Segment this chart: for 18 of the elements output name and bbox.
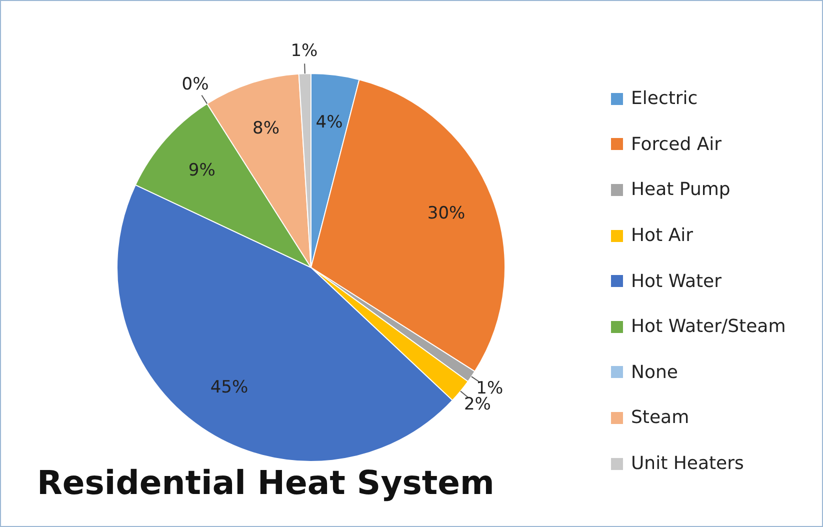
legend-label: Steam [631, 407, 690, 428]
legend-label: Unit Heaters [631, 453, 744, 474]
legend-label: Hot Water [631, 270, 722, 292]
legend-label: Heat Pump [631, 179, 730, 200]
data-label: 4% [316, 112, 343, 133]
data-label: 45% [210, 377, 248, 398]
legend-label: Forced Air [631, 134, 722, 155]
data-label: 2% [464, 394, 491, 415]
data-label: 9% [188, 160, 216, 181]
legend-label: None [631, 362, 678, 383]
text: Residential Heat System [37, 463, 494, 502]
data-label: 1% [290, 41, 318, 62]
legend-label: Electric [631, 88, 698, 110]
legend-label: Hot Air [631, 225, 694, 246]
data-label: 30% [427, 203, 466, 224]
legend-label: Hot Water/Steam [631, 316, 786, 338]
data-label: 8% [252, 118, 280, 139]
text: 0% [182, 74, 209, 95]
